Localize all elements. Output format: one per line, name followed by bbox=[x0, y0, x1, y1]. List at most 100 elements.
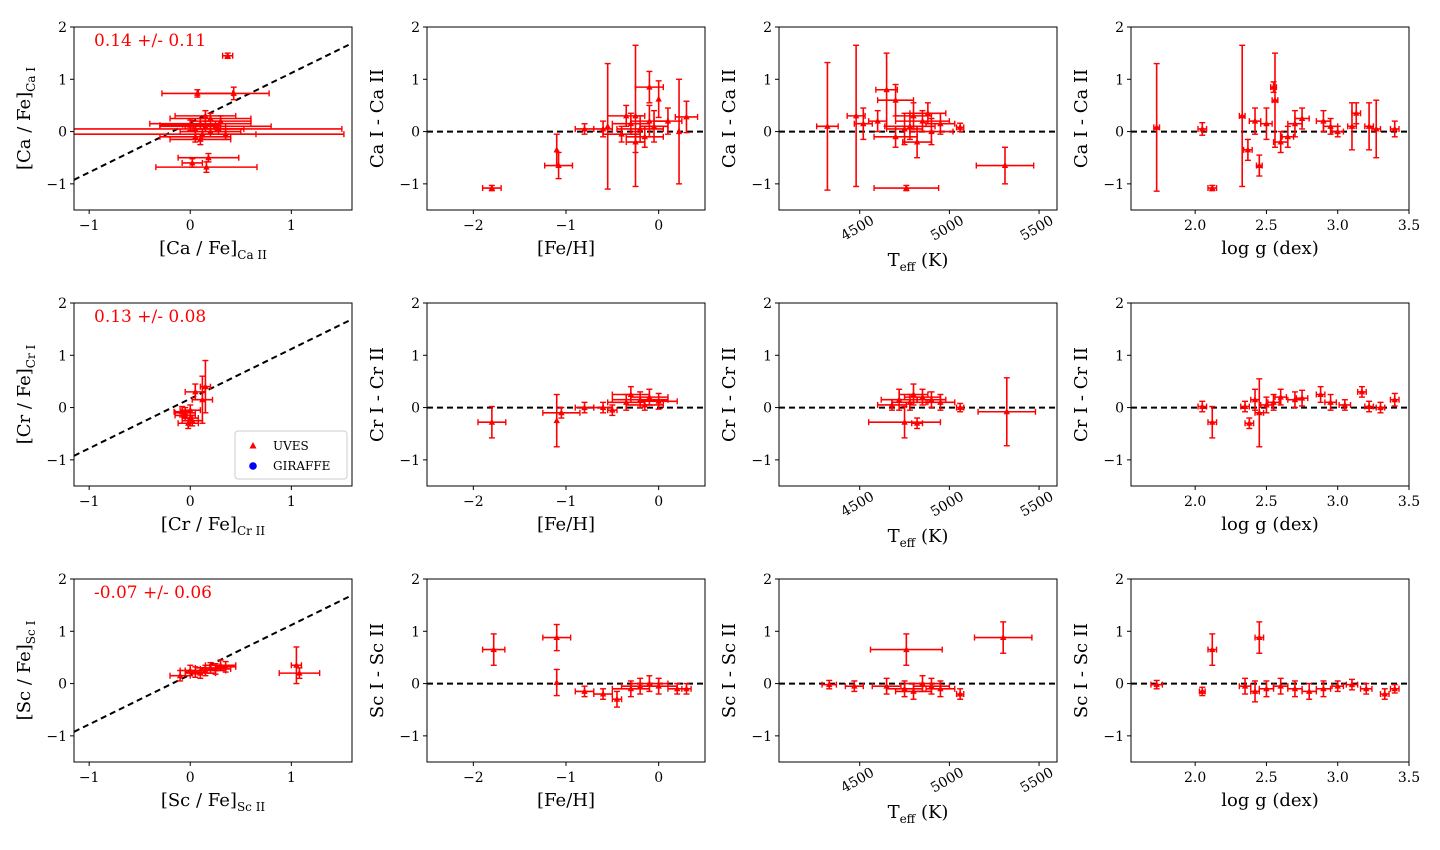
panel-1-3: −1 0 1 2 4500 5000 5500 Teff (K) Ca I - Ca II bbox=[719, 20, 1058, 274]
marker-triangle bbox=[1256, 634, 1263, 641]
x-tick-label: 5000 bbox=[928, 489, 967, 521]
data-point bbox=[1315, 385, 1326, 404]
y-tick-label: −1 bbox=[46, 453, 67, 469]
marker-triangle bbox=[1365, 122, 1373, 129]
data-point bbox=[174, 109, 237, 122]
data-point bbox=[159, 119, 222, 132]
y-tick-label: 0 bbox=[411, 401, 420, 417]
marker-triangle bbox=[851, 682, 858, 689]
data-point bbox=[867, 405, 942, 439]
x-tick-label: −2 bbox=[463, 494, 484, 510]
data-point bbox=[611, 690, 623, 708]
y-axis-label: Cr I - Cr II bbox=[367, 347, 388, 442]
data-point bbox=[844, 680, 864, 693]
x-tick-label: 1 bbox=[287, 770, 296, 786]
y-tick-label: −1 bbox=[1103, 453, 1124, 469]
x-tick-label: 3.5 bbox=[1398, 770, 1420, 786]
marker-triangle bbox=[1271, 96, 1279, 103]
marker-triangle bbox=[1317, 391, 1324, 397]
marker-triangle bbox=[558, 409, 565, 416]
y-axis-label: [Ca / Fe]Ca I bbox=[14, 67, 38, 170]
y-tick-label: 0 bbox=[58, 677, 67, 693]
data-point bbox=[1238, 44, 1246, 188]
marker-triangle bbox=[1391, 396, 1398, 403]
x-tick-label: 0 bbox=[186, 770, 195, 786]
marker-triangle bbox=[202, 112, 209, 119]
marker-triangle bbox=[999, 634, 1007, 641]
data-point bbox=[977, 377, 1037, 447]
marker-triangle bbox=[860, 120, 867, 127]
marker-triangle bbox=[937, 120, 944, 127]
data-point bbox=[675, 78, 683, 185]
panel-3-3: −1 0 1 2 4500 5000 5500 Teff (K) Sc I - Sc II bbox=[719, 572, 1058, 826]
x-axis-label: Teff (K) bbox=[888, 526, 949, 550]
data-point bbox=[885, 680, 924, 698]
data-points bbox=[1150, 621, 1400, 703]
data-point bbox=[155, 161, 258, 174]
data-point bbox=[1281, 125, 1295, 148]
marker-triangle bbox=[632, 138, 639, 145]
y-tick-label: 1 bbox=[58, 72, 67, 88]
x-tick-label: −2 bbox=[463, 770, 484, 786]
x-tick-label: 3.0 bbox=[1327, 218, 1349, 234]
data-point bbox=[873, 184, 940, 192]
data-point bbox=[639, 392, 678, 410]
data-point bbox=[290, 646, 303, 685]
marker-triangle bbox=[553, 634, 560, 641]
marker-triangle bbox=[1241, 682, 1249, 689]
data-point bbox=[179, 404, 202, 417]
marker-triangle bbox=[1199, 403, 1206, 410]
x-tick-label: 2.5 bbox=[1255, 770, 1277, 786]
data-point bbox=[149, 117, 252, 130]
data-point bbox=[593, 688, 614, 700]
marker-triangle bbox=[646, 680, 653, 687]
marker-triangle bbox=[1327, 122, 1334, 129]
marker-triangle bbox=[1251, 117, 1259, 124]
legend-triangle-icon bbox=[249, 442, 257, 449]
x-tick-label: 2.5 bbox=[1255, 494, 1277, 510]
data-point bbox=[1254, 621, 1265, 654]
marker-triangle bbox=[1241, 403, 1249, 410]
panel-3-4: −1 0 1 2 2.0 2.5 3.0 3.5 log g (dex) Sc I - Sc II bbox=[1071, 572, 1420, 811]
data-point bbox=[876, 83, 915, 117]
data-point bbox=[169, 133, 232, 146]
y-tick-label: −1 bbox=[399, 729, 420, 745]
data-point bbox=[607, 404, 618, 417]
x-axis-label: [Fe/H] bbox=[537, 790, 595, 811]
data-points bbox=[1197, 378, 1400, 448]
marker-triangle bbox=[928, 682, 935, 689]
data-point bbox=[1331, 125, 1345, 138]
data-point bbox=[1389, 120, 1400, 138]
marker-triangle bbox=[488, 418, 496, 425]
data-point bbox=[1254, 378, 1265, 448]
marker-triangle bbox=[892, 96, 899, 103]
marker-triangle bbox=[553, 417, 560, 424]
data-point bbox=[1294, 107, 1310, 130]
data-point bbox=[653, 107, 683, 135]
data-point bbox=[1375, 401, 1386, 414]
data-point bbox=[1198, 686, 1206, 697]
marker-triangle bbox=[937, 685, 944, 692]
data-point bbox=[912, 677, 951, 695]
data-point bbox=[1371, 99, 1382, 159]
marker-triangle bbox=[650, 122, 658, 129]
marker-triangle bbox=[646, 83, 653, 90]
x-axis-label: [Fe/H] bbox=[537, 238, 595, 259]
x-tick-label: 2.0 bbox=[1184, 218, 1206, 234]
data-points bbox=[815, 44, 1035, 192]
data-point bbox=[973, 621, 1033, 654]
x-tick-label: 4500 bbox=[838, 213, 877, 245]
x-axis-label: Teff (K) bbox=[888, 802, 949, 826]
data-point bbox=[1346, 102, 1357, 151]
y-tick-label: 2 bbox=[411, 20, 420, 36]
data-point bbox=[1351, 102, 1362, 125]
marker-triangle bbox=[581, 687, 588, 694]
data-point bbox=[846, 44, 866, 188]
data-point bbox=[481, 184, 502, 192]
marker-triangle bbox=[906, 398, 914, 405]
data-point bbox=[574, 123, 595, 135]
legend-circle-icon bbox=[249, 462, 257, 470]
marker-triangle bbox=[937, 398, 944, 405]
marker-triangle bbox=[189, 417, 196, 424]
data-point bbox=[1240, 400, 1251, 413]
